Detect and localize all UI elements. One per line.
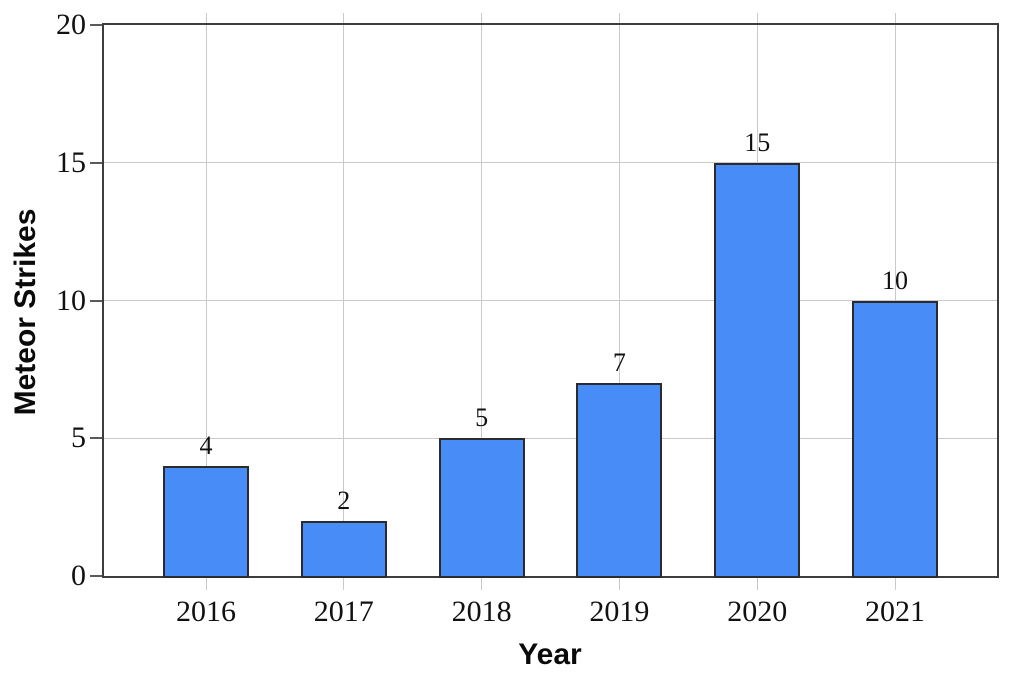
bar xyxy=(300,520,387,578)
bar-value-label: 7 xyxy=(612,348,626,378)
x-tick-label: 2016 xyxy=(176,595,236,628)
x-tick-label: 2017 xyxy=(313,595,374,628)
x-gridline xyxy=(205,13,207,590)
x-tick-label: 2019 xyxy=(589,595,650,628)
bar-value-label: 4 xyxy=(199,430,213,460)
x-gridline xyxy=(481,13,483,590)
y-tick xyxy=(90,299,102,302)
y-tick-label: 10 xyxy=(56,283,86,317)
y-tick xyxy=(90,161,102,164)
y-tick xyxy=(90,437,102,440)
bar xyxy=(852,300,938,578)
x-gridline xyxy=(618,13,620,590)
x-gridline xyxy=(343,13,345,590)
plot-frame xyxy=(102,23,999,578)
bar-value-label: 2 xyxy=(337,485,351,515)
y-tick-label: 5 xyxy=(71,421,86,455)
x-tick-label: 2020 xyxy=(727,595,788,628)
x-tick-label: 2018 xyxy=(451,595,512,628)
y-tick-label: 15 xyxy=(56,145,86,179)
y-tick-label: 0 xyxy=(71,559,86,592)
y-gridline xyxy=(104,162,997,164)
x-axis-title: Year xyxy=(518,638,582,671)
bar xyxy=(714,162,801,578)
y-tick-label: 20 xyxy=(56,8,86,41)
bar xyxy=(438,438,525,578)
y-gridline xyxy=(104,437,997,439)
y-tick xyxy=(90,24,102,26)
bar-value-label: 15 xyxy=(744,127,771,157)
bar xyxy=(576,383,663,578)
y-tick xyxy=(90,575,102,577)
x-tick-label: 2021 xyxy=(865,595,925,628)
bar-value-label: 10 xyxy=(882,265,908,295)
y-gridline xyxy=(104,300,997,301)
plot-area: 0 5 10 15 20 4 2016 2 2017 5 2018 7 2019 15 2020 10 2021 xyxy=(56,9,999,628)
bar xyxy=(163,465,249,578)
bar-value-label: 5 xyxy=(475,403,489,433)
